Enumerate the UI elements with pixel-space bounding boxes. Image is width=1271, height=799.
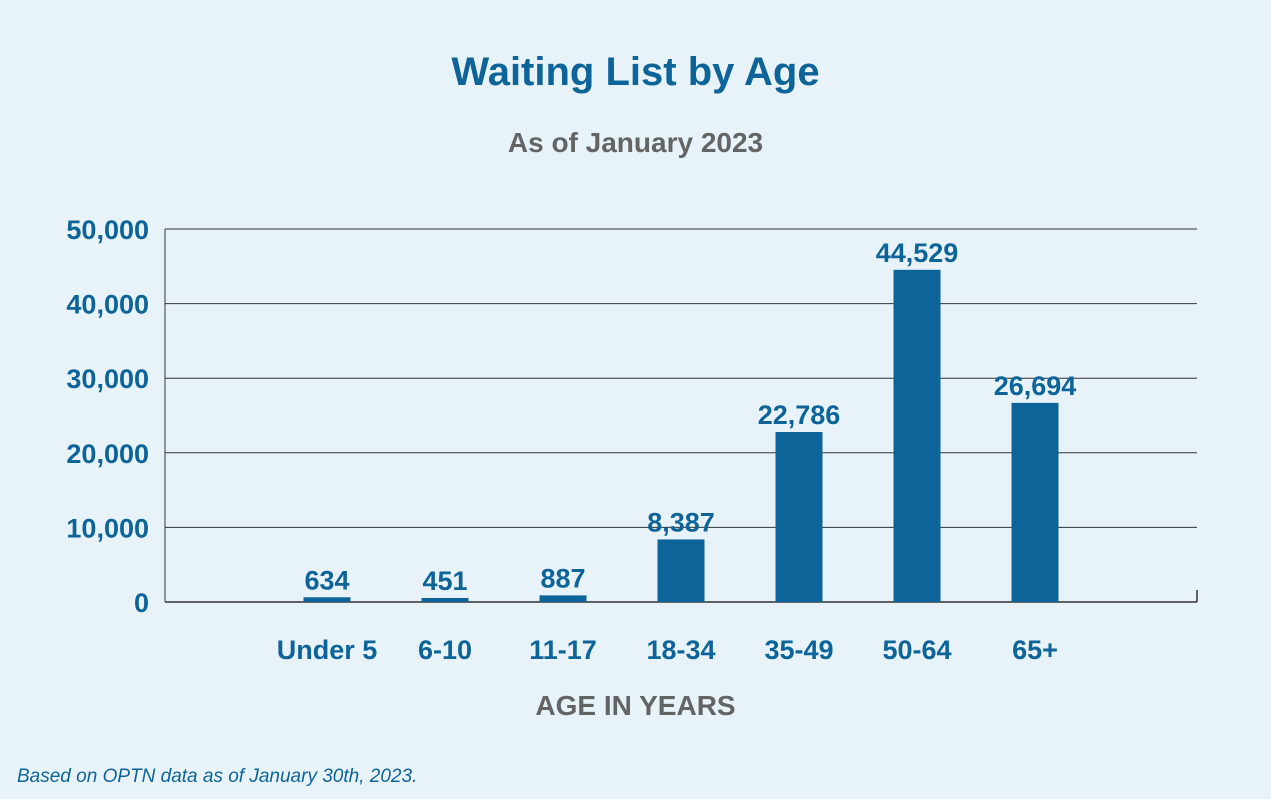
chart-title: Waiting List by Age bbox=[451, 50, 820, 94]
data-label: 634 bbox=[304, 565, 349, 595]
data-label: 22,786 bbox=[758, 400, 841, 430]
data-label: 8,387 bbox=[647, 507, 715, 537]
y-axis-ticks: 0 10,000 20,000 30,000 40,000 50,000 bbox=[66, 215, 149, 618]
data-label: 887 bbox=[540, 563, 585, 593]
y-tick-label: 20,000 bbox=[66, 439, 149, 469]
y-tick-label: 40,000 bbox=[66, 290, 149, 320]
bar bbox=[539, 595, 587, 602]
x-tick-label: 65+ bbox=[1012, 635, 1058, 665]
data-label: 44,529 bbox=[876, 238, 959, 268]
bar bbox=[303, 597, 351, 602]
data-labels: 634 451 887 8,387 22,786 44,529 26,694 bbox=[304, 238, 1076, 596]
bar bbox=[775, 432, 823, 602]
bars bbox=[303, 269, 1059, 602]
x-tick-label: 6-10 bbox=[418, 635, 472, 665]
data-label: 451 bbox=[422, 566, 467, 596]
x-tick-label: 35-49 bbox=[764, 635, 833, 665]
y-tick-label: 0 bbox=[134, 588, 149, 618]
chart-subtitle: As of January 2023 bbox=[507, 127, 764, 158]
x-tick-label: Under 5 bbox=[277, 635, 378, 665]
bar bbox=[657, 539, 705, 602]
bar bbox=[1011, 402, 1059, 602]
x-tick-label: 11-17 bbox=[529, 635, 597, 665]
bar bbox=[893, 269, 941, 602]
x-tick-label: 50-64 bbox=[882, 635, 951, 665]
bar bbox=[421, 598, 469, 602]
x-axis-ticks: Under 5 6-10 11-17 18-34 35-49 50-64 65+ bbox=[277, 635, 1058, 665]
y-tick-label: 30,000 bbox=[66, 364, 149, 394]
data-label: 26,694 bbox=[994, 371, 1077, 401]
y-tick-label: 50,000 bbox=[66, 215, 149, 245]
footnote: Based on OPTN data as of January 30th, 2… bbox=[17, 766, 418, 787]
x-tick-label: 18-34 bbox=[646, 635, 715, 665]
x-axis-label: AGE IN YEARS bbox=[535, 690, 736, 721]
y-tick-label: 10,000 bbox=[66, 513, 149, 543]
